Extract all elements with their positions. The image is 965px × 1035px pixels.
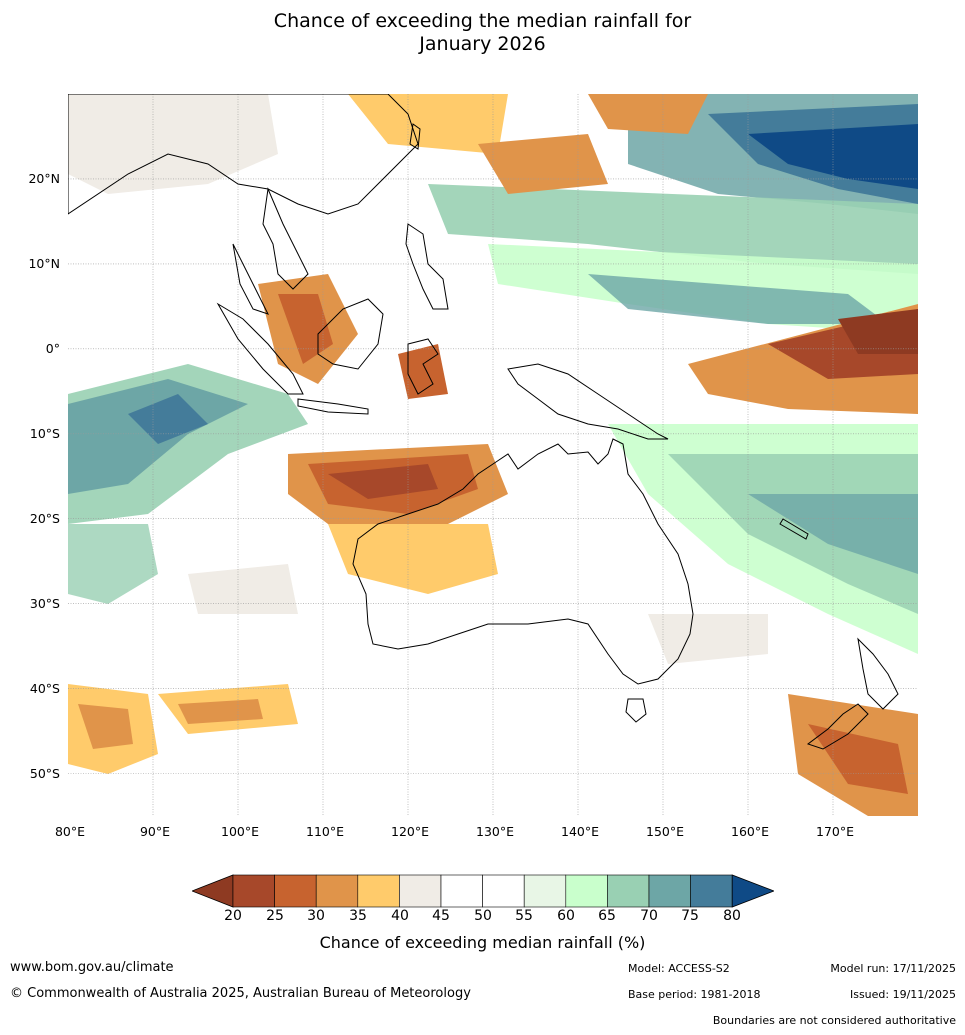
nz-north-coast xyxy=(857,637,899,710)
rainfall-map xyxy=(68,94,918,816)
colorbar-high-extend xyxy=(731,874,774,908)
lon-label: 170°E xyxy=(815,824,855,839)
lon-label: 90°E xyxy=(139,824,171,839)
colorbar-tick: 35 xyxy=(349,908,367,924)
lat-label: 30°S xyxy=(29,596,60,611)
lat-label: 10°N xyxy=(28,256,60,271)
colorbar xyxy=(192,874,774,908)
lat-label: 20°S xyxy=(29,511,60,526)
colorbar-label: Chance of exceeding median rainfall (%) xyxy=(319,933,646,952)
colorbar-tick: 80 xyxy=(723,908,741,924)
issued-text: Issued: 19/11/2025 xyxy=(849,988,956,1001)
title-line-2: January 2026 xyxy=(419,33,546,55)
lon-label: 140°E xyxy=(560,824,600,839)
taiwan-coast xyxy=(409,123,421,150)
rainfall-regions xyxy=(68,94,918,816)
colorbar-swatch xyxy=(357,874,400,908)
colorbar-swatch xyxy=(315,874,359,908)
indochina-coast xyxy=(262,187,309,290)
title-line-1: Chance of exceeding the median rainfall … xyxy=(273,10,692,32)
colorbar-swatch xyxy=(690,874,733,908)
colorbar-tick: 65 xyxy=(598,908,616,924)
colorbar-tick: 45 xyxy=(432,908,450,924)
colorbar-swatch xyxy=(274,874,317,908)
website-link[interactable]: www.bom.gov.au/climate xyxy=(10,960,174,975)
nz-south-coast xyxy=(806,703,869,750)
colorbar-swatch xyxy=(607,874,650,908)
lon-label: 100°E xyxy=(220,824,260,839)
colorbar-swatch xyxy=(523,874,567,908)
disclaimer-text: Boundaries are not considered authoritat… xyxy=(712,1014,956,1027)
colorbar-tick: 60 xyxy=(557,908,575,924)
australia-coast xyxy=(352,438,694,685)
copyright-text: © Commonwealth of Australia 2025, Austra… xyxy=(10,986,471,1001)
philippines-coast xyxy=(405,223,449,310)
lat-label: 40°S xyxy=(29,681,60,696)
map-gridlines xyxy=(68,94,918,816)
colorbar-swatch xyxy=(440,874,483,908)
new-caledonia-coast xyxy=(779,518,809,540)
colorbar-swatch xyxy=(482,874,525,908)
sumatra-coast xyxy=(216,302,304,395)
colorbar-tick: 25 xyxy=(266,908,284,924)
lon-label: 120°E xyxy=(390,824,430,839)
colorbar-low-extend xyxy=(192,874,234,908)
model-run-text: Model run: 17/11/2025 xyxy=(830,962,956,975)
colorbar-swatch xyxy=(232,874,275,908)
model-text: Model: ACCESS-S2 xyxy=(628,962,730,975)
colorbar-swatch xyxy=(399,874,442,908)
lat-label: 10°S xyxy=(29,426,60,441)
tasmania-coast xyxy=(625,698,647,723)
colorbar-tick: 20 xyxy=(224,908,242,924)
colorbar-tick: 70 xyxy=(640,908,658,924)
new-guinea-coast xyxy=(507,363,669,440)
lat-label: 20°N xyxy=(28,171,60,186)
lon-label: 150°E xyxy=(645,824,685,839)
colorbar-tick: 50 xyxy=(474,908,492,924)
colorbar-tick: 75 xyxy=(681,908,699,924)
se-asia-coast xyxy=(68,94,419,215)
lat-label: 50°S xyxy=(29,766,60,781)
colorbar-tick: 40 xyxy=(391,908,409,924)
sulawesi-coast xyxy=(407,338,439,395)
lon-label: 130°E xyxy=(475,824,515,839)
colorbar-swatch xyxy=(565,874,608,908)
borneo-coast xyxy=(317,298,384,370)
java-coast xyxy=(297,398,369,415)
colorbar-tick: 30 xyxy=(307,908,325,924)
coastlines xyxy=(68,94,899,750)
chart-title: Chance of exceeding the median rainfall … xyxy=(0,10,965,56)
lat-label: 0° xyxy=(45,341,60,356)
colorbar-swatch xyxy=(648,874,691,908)
base-period-text: Base period: 1981-2018 xyxy=(628,988,761,1001)
lon-label: 110°E xyxy=(305,824,345,839)
colorbar-tick: 55 xyxy=(515,908,533,924)
lon-label: 80°E xyxy=(54,824,86,839)
malay-peninsula-coast xyxy=(232,243,269,315)
lon-label: 160°E xyxy=(730,824,770,839)
